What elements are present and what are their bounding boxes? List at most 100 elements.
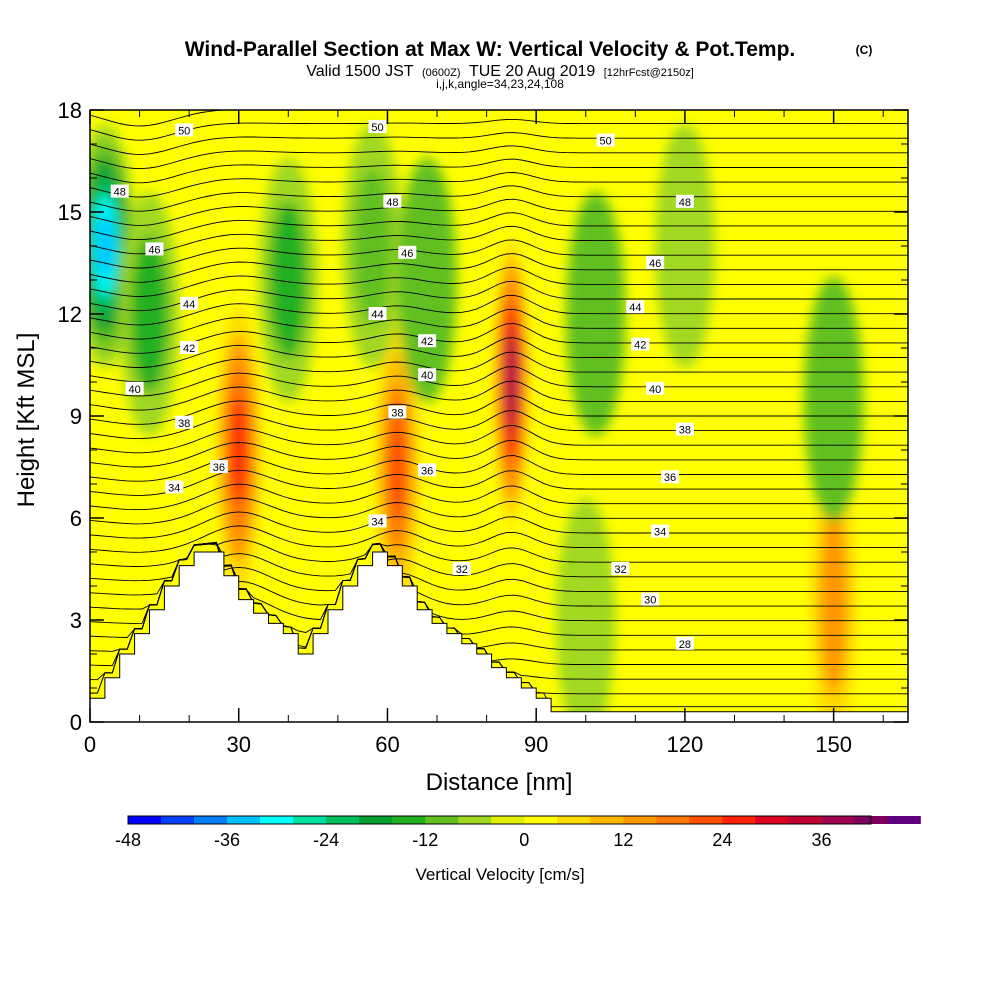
theta-label: 42 — [631, 337, 650, 352]
theta-label-text: 32 — [614, 564, 626, 576]
chart-params: i,j,k,angle=34,23,24,108 — [436, 77, 564, 91]
theta-label: 34 — [651, 524, 670, 539]
theta-contour-line — [90, 395, 908, 425]
theta-label: 40 — [418, 368, 437, 382]
colorbar-swatch — [359, 816, 393, 824]
colorbar-swatch — [557, 816, 591, 824]
subtitle-fcst: [12hrFcst@2150z] — [604, 67, 694, 79]
theta-label-bg — [675, 636, 694, 650]
theta-label-text: 50 — [371, 122, 383, 134]
colorbar-swatch — [755, 816, 789, 824]
theta-contour-line — [90, 145, 908, 170]
colorbar-swatch — [128, 816, 162, 824]
updraft-core-1 — [375, 324, 420, 610]
theta-label-bg — [418, 368, 437, 382]
theta-label-text: 48 — [386, 197, 398, 209]
x-tick-label: 120 — [667, 732, 704, 757]
theta-contour-line — [90, 511, 908, 539]
colorbar-swatch — [161, 816, 195, 824]
theta-label-text: 42 — [183, 343, 195, 355]
theta-label-text: 42 — [634, 340, 646, 352]
theta-contour-line — [90, 439, 908, 468]
colorbar-tick-label: -12 — [412, 830, 438, 850]
theta-label-bg — [452, 562, 471, 575]
theta-contour-line — [90, 198, 908, 226]
colorbar-swatch — [689, 816, 723, 824]
colorbar-swatch — [623, 816, 657, 824]
theta-label: 46 — [398, 245, 417, 260]
theta-contours — [90, 110, 908, 708]
y-tick-label: 12 — [58, 302, 82, 327]
x-tick-label: 60 — [375, 732, 399, 757]
theta-label-bg — [398, 245, 417, 259]
colorbar-label: Vertical Velocity [cm/s] — [415, 865, 584, 884]
theta-label-text: 40 — [649, 384, 661, 396]
theta-label-bg — [368, 120, 387, 133]
theta-label: 44 — [626, 300, 645, 314]
theta-label-text: 48 — [114, 187, 126, 199]
theta-label: 50 — [175, 123, 194, 137]
theta-label-bg — [368, 514, 387, 528]
theta-label-bg — [626, 300, 645, 314]
theta-label: 44 — [180, 296, 199, 311]
colorbar-tick-label: -48 — [115, 830, 141, 850]
theta-contour-line — [90, 253, 908, 283]
colorbar-tick-label: -36 — [214, 830, 240, 850]
theta-contour-line — [90, 266, 908, 297]
theta-label-bg — [641, 592, 660, 606]
theta-contour-line — [90, 172, 908, 198]
colorbar-swatch — [887, 816, 921, 824]
theta-label-text: 40 — [421, 370, 433, 382]
theta-label: 46 — [646, 256, 665, 270]
x-axis-label: Distance [nm] — [426, 769, 573, 796]
theta-label-bg — [388, 405, 407, 419]
theta-label-text: 50 — [599, 136, 611, 148]
theta-label-bg — [611, 562, 630, 575]
colorbar-frame — [127, 815, 872, 825]
theta-label-text: 46 — [401, 248, 413, 260]
theta-label: 32 — [452, 562, 471, 576]
colorbar: -48 -36 -24 -12 0 12 24 36 — [115, 815, 921, 850]
theta-label-text: 46 — [649, 258, 661, 270]
colorbar-tick-label: 0 — [519, 830, 529, 850]
theta-label-bg — [145, 242, 164, 256]
colorbar-swatch — [524, 816, 558, 824]
theta-label-text: 50 — [178, 125, 190, 137]
theta-label: 40 — [125, 381, 144, 396]
theta-label-bg — [661, 470, 680, 484]
colorbar-swatch — [227, 816, 261, 824]
theta-label-text: 36 — [664, 472, 676, 484]
theta-contour-line — [90, 539, 908, 567]
theta-label: 36 — [209, 460, 228, 474]
updraft-core-2 — [494, 239, 529, 525]
y-tick-label: 0 — [70, 710, 82, 735]
theta-label-text: 36 — [421, 465, 433, 477]
colorbar-swatch — [425, 816, 459, 824]
theta-label-bg — [180, 341, 199, 354]
theta-label-text: 44 — [183, 299, 195, 311]
theta-label-text: 42 — [421, 336, 433, 348]
theta-label-bg — [631, 337, 650, 351]
theta-label: 30 — [641, 592, 660, 607]
theta-contour-line — [90, 410, 908, 440]
theta-label: 34 — [368, 514, 387, 528]
theta-label-text: 48 — [679, 197, 691, 209]
theta-contour-line — [90, 455, 908, 482]
theta-label: 46 — [145, 242, 164, 256]
downdraft-core-12 — [655, 123, 715, 369]
theta-label-bg — [418, 334, 437, 348]
theta-contour-line — [90, 351, 908, 383]
updraft-core-0 — [216, 307, 262, 593]
subtitle-utc: (0600Z) — [422, 67, 461, 79]
theta-contour-line — [90, 542, 908, 596]
theta-label-text: 34 — [654, 527, 666, 539]
theta-contour-line — [90, 212, 908, 241]
theta-label-text: 44 — [371, 309, 383, 321]
colorbar-swatch — [392, 816, 426, 824]
theta-labels: 50 48 46 44 42 40 38 36 34 50 48 46 44 42 40 38 36 34 32 50… — [110, 120, 694, 651]
theta-label-text: 38 — [178, 418, 190, 430]
theta-label-bg — [110, 184, 129, 198]
theta-label: 42 — [418, 334, 437, 348]
colorbar-swatch — [722, 816, 756, 824]
